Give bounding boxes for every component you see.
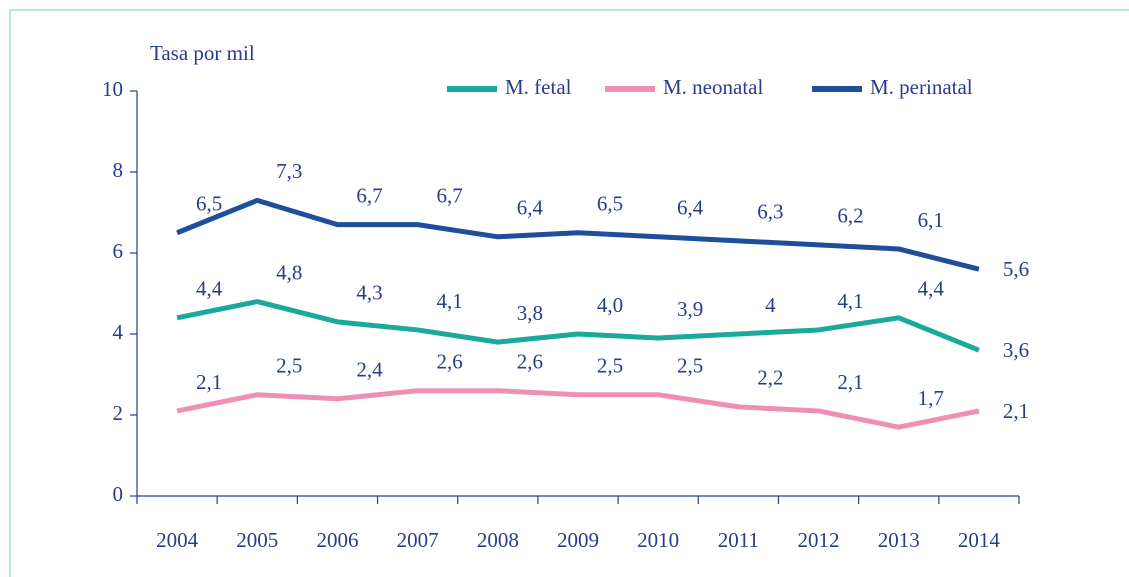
x-tick-label: 2010: [637, 528, 679, 552]
legend-label: M. neonatal: [663, 75, 763, 99]
value-label: 5,6: [1003, 257, 1029, 281]
value-label: 1,7: [918, 386, 944, 410]
value-label: 2,5: [597, 354, 623, 378]
value-label: 2,5: [276, 354, 302, 378]
x-tick-label: 2004: [156, 528, 199, 552]
value-label: 3,6: [1003, 338, 1029, 362]
value-label: 6,7: [356, 183, 382, 207]
value-label: 6,4: [517, 196, 544, 220]
value-label: 6,5: [597, 192, 623, 216]
value-label: 2,1: [837, 370, 863, 394]
y-tick-label: 10: [102, 77, 123, 101]
x-tick-label: 2014: [958, 528, 1001, 552]
value-label: 2,1: [1003, 399, 1029, 423]
x-tick-label: 2008: [477, 528, 519, 552]
x-tick-label: 2005: [236, 528, 278, 552]
y-axis-label: Tasa por mil: [150, 41, 255, 65]
series-line: [176, 197, 980, 272]
x-tick-label: 2007: [397, 528, 439, 552]
value-label: 2,2: [757, 366, 783, 390]
value-label: 6,1: [918, 208, 944, 232]
y-tick-label: 8: [113, 158, 124, 182]
y-tick-label: 2: [113, 401, 124, 425]
value-label: 3,9: [677, 297, 703, 321]
series-line: [176, 299, 980, 353]
value-label: 4: [765, 293, 776, 317]
value-label: 2,4: [356, 358, 383, 382]
value-label: 2,6: [517, 350, 543, 374]
x-tick-label: 2012: [798, 528, 840, 552]
series-line: [176, 388, 980, 430]
y-tick-label: 0: [113, 482, 124, 506]
y-tick-label: 6: [113, 239, 124, 263]
frame: [9, 9, 1129, 577]
x-tick-label: 2013: [878, 528, 920, 552]
legend-label: M. fetal: [505, 75, 572, 99]
value-label: 4,1: [837, 289, 863, 313]
value-label: 6,2: [837, 204, 863, 228]
value-label: 4,3: [356, 281, 382, 305]
value-label: 6,4: [677, 196, 704, 220]
value-label: 6,5: [196, 192, 222, 216]
value-label: 4,0: [597, 293, 623, 317]
x-tick-label: 2011: [718, 528, 759, 552]
value-label: 4,4: [196, 277, 223, 301]
x-tick-label: 2009: [557, 528, 599, 552]
value-label: 4,1: [437, 289, 463, 313]
value-label: 3,8: [517, 301, 543, 325]
value-label: 6,7: [437, 183, 463, 207]
value-label: 2,1: [196, 370, 222, 394]
value-label: 2,5: [677, 354, 703, 378]
y-tick-label: 4: [113, 320, 124, 344]
value-label: 2,6: [437, 350, 463, 374]
value-label: 4,8: [276, 260, 302, 284]
legend-label: M. perinatal: [870, 75, 973, 99]
value-label: 7,3: [276, 159, 302, 183]
value-label: 4,4: [918, 277, 945, 301]
x-tick-label: 2006: [316, 528, 358, 552]
value-label: 6,3: [757, 200, 783, 224]
